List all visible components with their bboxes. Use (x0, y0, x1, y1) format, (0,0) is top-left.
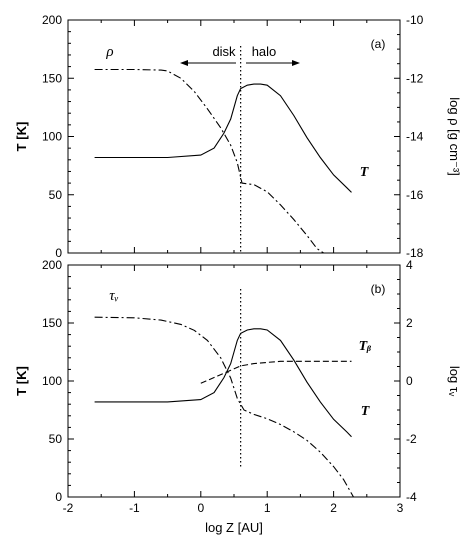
y-tick-label-left: 200 (42, 258, 62, 272)
y-tick-label-right: -10 (406, 13, 424, 27)
x-axis-label: log Z [AU] (205, 520, 263, 535)
series-solid-line (94, 83, 352, 193)
series-dashdot-line (94, 68, 324, 254)
panel-a: 0 50 100 150 200 -18 -16 -14 -12 -10 T [K] log ρ [g… (14, 13, 462, 260)
tau-label: τᵥ (109, 288, 119, 304)
y-tick-label-left: 150 (42, 316, 62, 330)
y-tick-label-right: -18 (406, 246, 424, 260)
y-axis-label-right: log τᵥ (447, 366, 462, 397)
y-tick-label-right: -12 (406, 71, 424, 85)
x-tick-label: 2 (330, 501, 337, 515)
y-tick-label-right: 2 (406, 316, 413, 330)
panel-label: (b) (371, 282, 386, 296)
y-tick-label-left: 50 (49, 432, 63, 446)
y-tick-label-right: -16 (406, 188, 424, 202)
y-tick-label-right: -14 (406, 130, 424, 144)
T-label: T (361, 404, 371, 419)
panel-label: (a) (371, 37, 386, 51)
disk-arrowhead (180, 60, 188, 66)
y-axis-label-left: T [K] (14, 122, 29, 152)
series-dashdot-line (94, 316, 354, 498)
x-tick-label: 0 (197, 501, 204, 515)
y-axis-label-left: T [K] (14, 366, 29, 396)
x-tick-label: -2 (63, 501, 74, 515)
disk-label: disk (212, 44, 236, 59)
series-dashed-line (200, 360, 352, 384)
x-tick-label: 3 (397, 501, 404, 515)
y-tick-label-right: 0 (406, 374, 413, 388)
y-tick-label-left: 0 (55, 246, 62, 260)
y-tick-label-left: 150 (42, 71, 62, 85)
y-axis-label-right: log ρ [g cm⁻³] (447, 97, 462, 176)
series-solid-line (94, 328, 352, 438)
y-tick-label-right: -2 (406, 432, 417, 446)
y-tick-label-left: 0 (55, 490, 62, 504)
rho-label: ρ (105, 44, 113, 60)
y-tick-label-right: -4 (406, 490, 417, 504)
y-tick-label-left: 200 (42, 13, 62, 27)
y-tick-label-left: 100 (42, 374, 62, 388)
y-tick-label-left: 50 (49, 188, 63, 202)
x-tick-label: 1 (264, 501, 271, 515)
y-tick-label-right: 4 (406, 258, 413, 272)
T-label: T (360, 165, 370, 180)
x-tick-label: -1 (129, 501, 140, 515)
halo-arrowhead (292, 60, 300, 66)
halo-label: halo (252, 44, 277, 59)
Tb-label: Tᵦ (359, 339, 372, 354)
y-tick-label-left: 100 (42, 130, 62, 144)
